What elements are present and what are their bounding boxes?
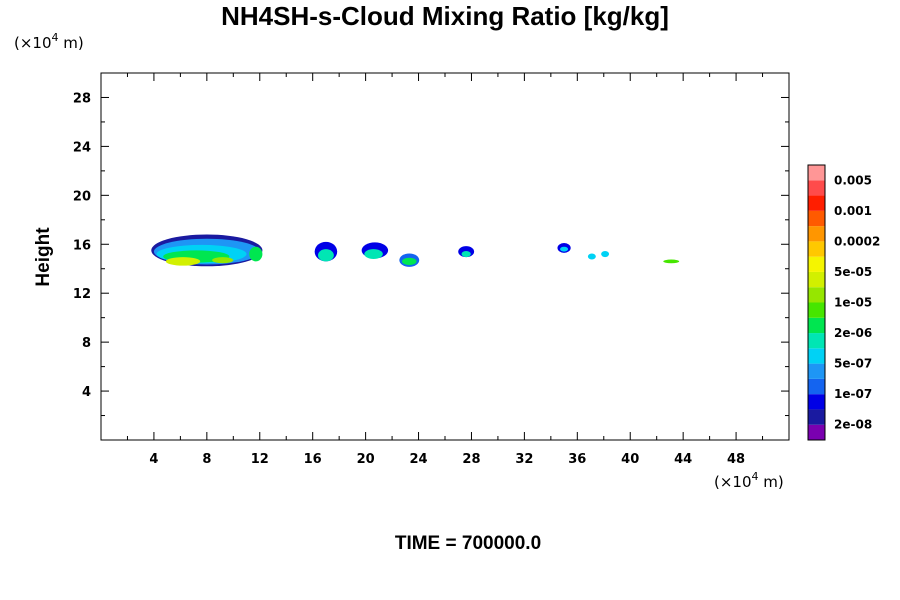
y-tick-label: 12 [73, 287, 91, 302]
y-tick-label: 8 [82, 336, 91, 351]
colorbar-label: 0.001 [834, 204, 872, 218]
x-axis-unit: (×104 m) [714, 470, 784, 491]
cloud-cell-18 [601, 250, 610, 258]
x-axis-ticks: 4 8 12 16 20 24 28 32 36 40 44 48 [126, 73, 764, 467]
cloud-cell-17 [587, 253, 596, 260]
cloud-cell-5 [212, 257, 234, 264]
x-tick-label: 4 [149, 452, 158, 467]
colorbar-segment [808, 409, 825, 425]
colorbar-label: 5e-05 [834, 265, 872, 279]
chart-title: NH4SH-s-Cloud Mixing Ratio [kg/kg] [221, 1, 669, 31]
y-tick-label: 16 [73, 238, 91, 253]
colorbar-segment [808, 302, 825, 318]
y-axis-label: Height [33, 227, 54, 287]
colorbar-label: 1e-05 [834, 296, 872, 310]
colorbar-segment [808, 348, 825, 364]
colorbar-segment [808, 195, 825, 211]
y-axis-unit: (×104 m) [14, 31, 84, 52]
colorbar-label: 2e-06 [834, 326, 872, 340]
colorbar-segment [808, 378, 825, 395]
y-axis-ticks: 4 8 12 16 20 24 28 [73, 91, 789, 417]
x-tick-label: 16 [304, 452, 322, 467]
colorbar-segment [808, 287, 825, 303]
x-tick-label: 40 [621, 452, 639, 467]
y-tick-label: 20 [73, 189, 91, 204]
colorbar-segment [808, 271, 825, 288]
y-tick-label: 4 [82, 385, 91, 400]
x-tick-label: 32 [515, 452, 533, 467]
cloud-cell-6 [249, 246, 263, 262]
x-tick-label: 48 [727, 452, 745, 467]
colorbar-segment [808, 394, 825, 410]
colorbar-segment [808, 210, 825, 227]
colorbar-label: 5e-07 [834, 357, 872, 371]
x-tick-label: 24 [409, 452, 427, 467]
colorbar-segment [808, 317, 825, 334]
cloud-cell-4 [165, 257, 201, 266]
colorbar-label: 0.0002 [834, 234, 880, 248]
x-tick-label: 12 [251, 452, 269, 467]
cloud-cell-8 [317, 249, 334, 262]
y-tick-label: 28 [73, 91, 91, 106]
cloud-cell-19 [663, 259, 680, 264]
colorbar-segment [808, 424, 825, 440]
plot-area [100, 72, 790, 441]
colorbar: 2e-08 1e-07 5e-07 2e-06 1e-05 5e-05 0.0002 0.00… [807, 164, 880, 441]
colorbar-segment [808, 165, 825, 181]
colorbar-segment [808, 241, 825, 257]
colorbar-segment [808, 226, 825, 242]
y-tick-label: 24 [73, 140, 91, 155]
colorbar-segment [808, 256, 825, 272]
colorbar-segment [808, 363, 825, 379]
x-tick-label: 28 [462, 452, 480, 467]
colorbar-segment [808, 333, 825, 349]
x-tick-label: 36 [568, 452, 586, 467]
colorbar-frame [807, 164, 826, 441]
cloud-cell-10 [364, 249, 383, 259]
cloud-cell-16 [560, 246, 569, 252]
time-footer: TIME = 700000.0 [395, 533, 541, 554]
cloud-cell-14 [461, 250, 471, 258]
colorbar-label: 0.005 [834, 173, 872, 187]
colorbar-label: 1e-07 [834, 387, 872, 401]
colorbar-label: 2e-08 [834, 418, 872, 432]
colorbar-segment [808, 180, 825, 196]
cloud-cell-12 [402, 257, 417, 266]
x-tick-label: 44 [674, 452, 692, 467]
x-tick-label: 8 [202, 452, 211, 467]
x-tick-label: 20 [357, 452, 375, 467]
